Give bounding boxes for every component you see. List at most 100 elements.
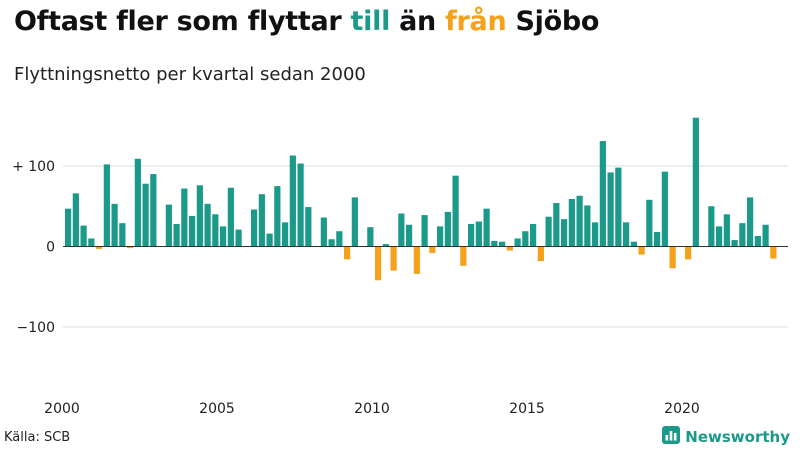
- newsworthy-logo[interactable]: Newsworthy: [662, 426, 790, 448]
- bar: [483, 208, 490, 247]
- bar: [406, 224, 413, 247]
- bar: [607, 172, 614, 247]
- bar: [88, 238, 95, 247]
- bar: [545, 216, 552, 247]
- bar: [770, 246, 777, 259]
- title-text-in: till: [350, 6, 391, 37]
- bar: [196, 185, 203, 247]
- bar: [235, 229, 242, 247]
- bar: [661, 171, 668, 247]
- bar: [111, 203, 118, 247]
- bar: [134, 158, 141, 247]
- bar: [475, 221, 482, 247]
- bar: [142, 183, 149, 247]
- bar: [297, 163, 304, 247]
- bar-chart-logo-icon: [662, 426, 681, 448]
- bar: [375, 246, 382, 281]
- bar: [592, 222, 599, 247]
- title-text-3: än: [390, 6, 446, 37]
- bar: [561, 219, 568, 247]
- bar: [204, 203, 211, 247]
- bar: [398, 213, 405, 247]
- bar: [382, 244, 389, 247]
- x-tick-label: 2020: [664, 401, 700, 417]
- x-tick-label: 2005: [199, 401, 235, 417]
- bar: [328, 239, 335, 247]
- title-text-1: Oftast fler som flyttar: [14, 6, 351, 37]
- bar: [692, 117, 699, 247]
- bar: [189, 215, 196, 247]
- x-tick-label: 2015: [509, 401, 545, 417]
- bar: [599, 141, 606, 247]
- bar: [258, 194, 265, 247]
- title-text-out: från: [445, 6, 507, 37]
- bar: [119, 223, 126, 247]
- bar: [220, 226, 227, 247]
- bar: [584, 205, 591, 247]
- x-tick-label: 2000: [44, 401, 80, 417]
- x-tick-label: 2010: [354, 401, 390, 417]
- bar: [413, 246, 420, 274]
- bar: [421, 215, 428, 247]
- bar: [491, 240, 498, 247]
- y-tick-label: + 100: [12, 159, 55, 175]
- axis-layer: + 100 0 −100 2000 2005 2010 2015 2020: [12, 159, 788, 417]
- title-text-5: Sjöbo: [506, 6, 600, 37]
- bar: [336, 231, 343, 247]
- bar: [615, 167, 622, 247]
- bar: [638, 246, 645, 255]
- bar: [165, 204, 172, 247]
- bar: [654, 232, 661, 247]
- brand-name: Newsworthy: [685, 428, 790, 446]
- bar: [499, 241, 506, 247]
- bar: [96, 246, 103, 249]
- y-tick-label: 0: [46, 240, 55, 256]
- bar: [568, 199, 575, 247]
- bar: [506, 246, 513, 251]
- bar: [708, 206, 715, 247]
- bar: [437, 226, 444, 247]
- bars-layer: [65, 117, 777, 281]
- bar: [747, 197, 754, 247]
- bar: [351, 197, 358, 247]
- chart-subtitle: Flyttningsnetto per kvartal sedan 2000: [14, 64, 366, 85]
- grid-layer: [63, 165, 788, 328]
- chart-title: Oftast fler som flyttar till än från Sjö…: [14, 6, 599, 37]
- bar: [716, 226, 723, 247]
- bar: [367, 227, 374, 247]
- bar: [576, 195, 583, 247]
- bar: [537, 246, 544, 261]
- bar: [731, 240, 738, 247]
- bar: [553, 203, 560, 247]
- bar: [444, 211, 451, 247]
- bar: [65, 208, 72, 247]
- bar: [669, 246, 676, 269]
- bar: [630, 241, 637, 247]
- bar: [739, 223, 746, 247]
- bar: [173, 223, 180, 247]
- bar: [212, 214, 219, 247]
- bar: [685, 246, 692, 260]
- bar: [754, 236, 761, 247]
- bar: [80, 225, 87, 247]
- bar-chart: + 100 0 −100 2000 2005 2010 2015 2020: [12, 117, 788, 417]
- bar: [251, 209, 258, 247]
- bar: [227, 187, 234, 247]
- bar: [320, 217, 327, 247]
- bar: [390, 246, 397, 271]
- bar: [274, 186, 281, 247]
- bar: [522, 231, 529, 247]
- bar: [468, 223, 475, 247]
- bar: [646, 199, 653, 247]
- y-tick-label: −100: [17, 320, 55, 336]
- bar: [530, 223, 537, 247]
- bar: [723, 214, 730, 247]
- bar: [103, 164, 110, 247]
- source-note: Källa: SCB: [4, 430, 71, 445]
- bar: [623, 222, 630, 247]
- bar: [127, 246, 134, 249]
- bar: [72, 193, 79, 247]
- bar: [429, 246, 436, 253]
- bar: [344, 246, 351, 260]
- bar: [181, 188, 188, 247]
